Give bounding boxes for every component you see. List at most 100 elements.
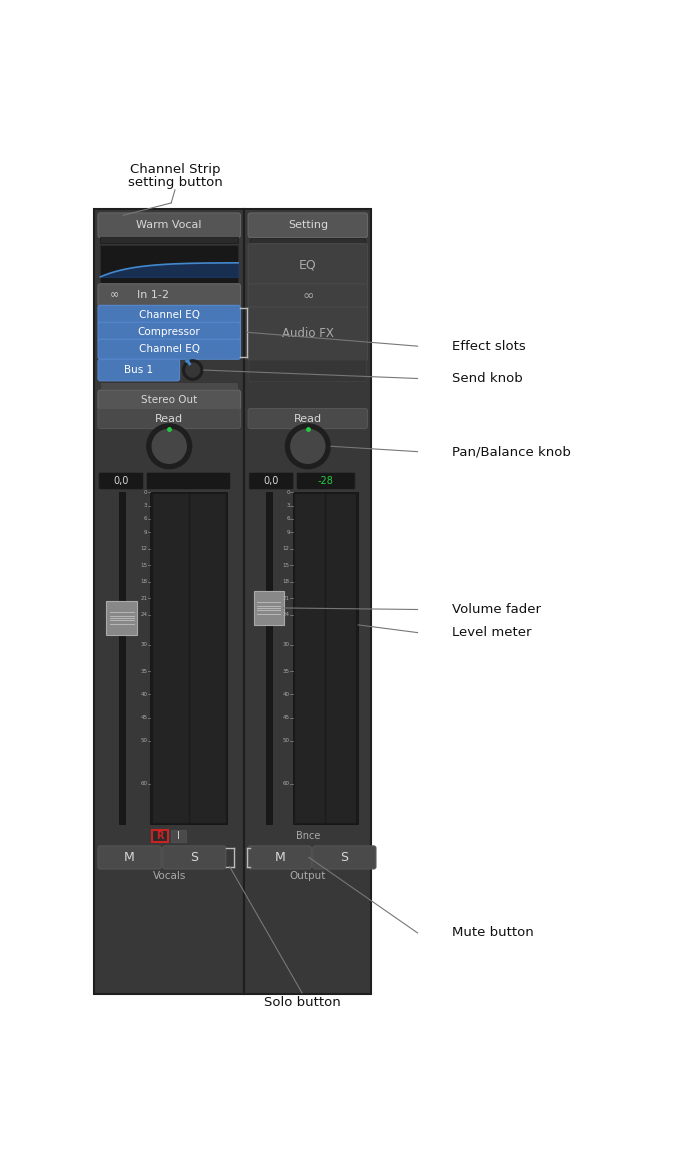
- FancyBboxPatch shape: [98, 339, 241, 359]
- Circle shape: [146, 423, 193, 469]
- Circle shape: [151, 429, 187, 464]
- Bar: [151, 493, 227, 824]
- Text: Bus 1: Bus 1: [124, 365, 153, 375]
- Text: Mute button: Mute button: [452, 926, 534, 939]
- Circle shape: [182, 359, 203, 381]
- Bar: [106, 601, 137, 635]
- Bar: [295, 494, 324, 822]
- Text: Channel Strip: Channel Strip: [129, 163, 220, 176]
- Text: I: I: [177, 831, 180, 841]
- Text: 12: 12: [140, 546, 147, 551]
- Text: Audio FX: Audio FX: [282, 327, 334, 340]
- Bar: [100, 382, 238, 389]
- Circle shape: [185, 362, 201, 377]
- Text: 12: 12: [283, 546, 290, 551]
- Text: M: M: [275, 850, 285, 864]
- FancyBboxPatch shape: [249, 360, 367, 382]
- FancyBboxPatch shape: [98, 305, 241, 325]
- Text: Read: Read: [294, 414, 322, 424]
- Text: 0,0: 0,0: [264, 476, 279, 486]
- FancyBboxPatch shape: [98, 409, 241, 429]
- FancyBboxPatch shape: [313, 846, 376, 869]
- Bar: [254, 591, 283, 624]
- Bar: [94, 209, 244, 995]
- Text: ∞: ∞: [110, 290, 119, 301]
- Bar: [326, 494, 355, 822]
- Text: 0,0: 0,0: [113, 476, 129, 486]
- Text: 45: 45: [140, 715, 147, 720]
- Bar: [153, 829, 167, 842]
- Text: 30: 30: [283, 642, 290, 648]
- Text: Setting: Setting: [287, 220, 328, 231]
- Text: 0: 0: [144, 490, 147, 495]
- Text: ∞: ∞: [302, 289, 313, 303]
- Bar: [119, 493, 125, 824]
- Text: 40: 40: [283, 692, 290, 697]
- Bar: [153, 494, 188, 822]
- FancyBboxPatch shape: [98, 213, 241, 238]
- Bar: [266, 493, 272, 824]
- Text: 15: 15: [283, 563, 290, 567]
- Text: R: R: [156, 831, 163, 841]
- FancyBboxPatch shape: [248, 243, 367, 285]
- Text: 18: 18: [140, 579, 147, 585]
- Text: 35: 35: [140, 669, 147, 673]
- Text: 40: 40: [140, 692, 147, 697]
- Text: Channel EQ: Channel EQ: [139, 344, 200, 354]
- FancyBboxPatch shape: [248, 213, 367, 238]
- Text: 18: 18: [283, 579, 290, 585]
- Bar: [190, 494, 225, 822]
- Text: Stereo Out: Stereo Out: [141, 395, 197, 405]
- Text: 35: 35: [283, 669, 290, 673]
- Text: 15: 15: [140, 563, 147, 567]
- Text: 3: 3: [286, 503, 290, 508]
- FancyBboxPatch shape: [248, 306, 367, 361]
- FancyBboxPatch shape: [98, 323, 241, 343]
- FancyBboxPatch shape: [98, 390, 241, 410]
- Text: 9: 9: [144, 530, 147, 535]
- Text: 21: 21: [140, 596, 147, 601]
- FancyBboxPatch shape: [98, 284, 241, 306]
- Text: S: S: [191, 850, 198, 864]
- Text: Volume fader: Volume fader: [452, 603, 541, 616]
- Text: setting button: setting button: [127, 176, 222, 189]
- Text: Output: Output: [290, 871, 326, 881]
- FancyBboxPatch shape: [98, 846, 161, 869]
- Text: 60: 60: [140, 782, 147, 786]
- Circle shape: [285, 423, 331, 469]
- Text: 24: 24: [283, 613, 290, 617]
- Bar: [293, 493, 358, 824]
- Bar: [100, 236, 238, 243]
- FancyBboxPatch shape: [99, 473, 144, 489]
- Text: 50: 50: [140, 739, 147, 743]
- Bar: [244, 209, 372, 995]
- Circle shape: [290, 429, 325, 464]
- Text: 30: 30: [140, 642, 147, 648]
- Bar: [250, 238, 365, 243]
- FancyBboxPatch shape: [163, 846, 226, 869]
- Circle shape: [185, 359, 190, 363]
- Text: 9: 9: [286, 530, 290, 535]
- Text: 50: 50: [283, 739, 290, 743]
- Bar: [171, 829, 186, 842]
- Text: Bnce: Bnce: [296, 831, 320, 841]
- Text: EQ: EQ: [299, 257, 317, 271]
- Text: 24: 24: [140, 613, 147, 617]
- FancyBboxPatch shape: [249, 473, 294, 489]
- Text: 45: 45: [283, 715, 290, 720]
- Text: Level meter: Level meter: [452, 626, 532, 640]
- FancyBboxPatch shape: [248, 284, 367, 309]
- FancyBboxPatch shape: [248, 846, 311, 869]
- Text: Compressor: Compressor: [138, 327, 201, 338]
- Bar: [100, 245, 238, 283]
- Text: M: M: [124, 850, 135, 864]
- Text: In 1-2: In 1-2: [137, 290, 169, 301]
- Text: Read: Read: [155, 414, 183, 424]
- Text: Pan/Balance knob: Pan/Balance knob: [452, 445, 571, 458]
- Text: Channel EQ: Channel EQ: [139, 310, 200, 320]
- Text: Effect slots: Effect slots: [452, 340, 526, 353]
- Text: S: S: [340, 850, 348, 864]
- Text: Send knob: Send knob: [452, 372, 523, 384]
- Text: Warm Vocal: Warm Vocal: [136, 220, 202, 231]
- Text: 3: 3: [144, 503, 147, 508]
